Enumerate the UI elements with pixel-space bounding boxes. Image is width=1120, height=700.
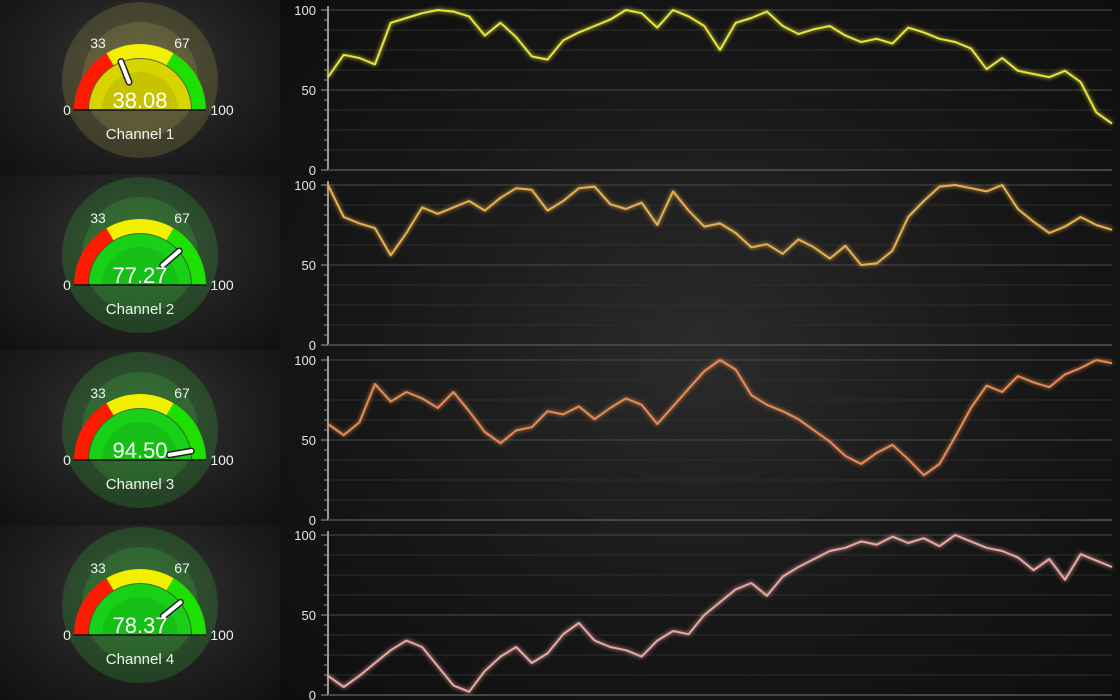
gauge: 0 33 67 100 77.27 Channel 2 [62, 177, 234, 333]
gauge-panel-1: 0 33 67 100 38.08 Channel 1 [0, 0, 280, 175]
gauge-zone-green [166, 53, 206, 110]
gauge-fill [89, 234, 191, 285]
gauge-zone-red [74, 578, 114, 635]
gauge-inner-shade [102, 247, 178, 285]
series-line-1 [327, 9, 1113, 125]
gauge-low-label: 33 [90, 560, 106, 576]
gauge-needle [167, 449, 194, 457]
y-tick-label: 0 [309, 513, 316, 528]
gauge-low-label: 33 [90, 210, 106, 226]
channel-label: Channel 2 [106, 301, 174, 318]
y-tick-label: 0 [309, 338, 316, 353]
gauge-zone-red [74, 403, 114, 460]
gauge-max-label: 100 [210, 102, 234, 118]
gauge-max-label: 100 [210, 277, 234, 293]
gauge-zone-green [166, 578, 206, 635]
gauge-fill [89, 409, 191, 460]
y-tick-label: 100 [294, 353, 316, 368]
gauge-min-label: 0 [63, 277, 71, 293]
gauge-inner-shade [102, 422, 178, 460]
y-tick-label: 100 [294, 3, 316, 18]
gauge-value: 77.27 [112, 263, 167, 288]
gauge-high-label: 67 [174, 210, 190, 226]
y-tick-label: 100 [294, 528, 316, 543]
y-tick-label: 50 [302, 258, 316, 273]
gauge-value: 38.08 [112, 88, 167, 113]
channel-label: Channel 1 [106, 126, 174, 143]
gauge-zone-green [166, 403, 206, 460]
gauge-max-label: 100 [210, 452, 234, 468]
gauge-zone-yellow [106, 569, 174, 591]
gauge-needle [160, 248, 182, 268]
gauge-high-label: 67 [174, 385, 190, 401]
charts-panel: 0 50 100 0 50 100 0 50 100 0 50 100 [280, 0, 1120, 700]
y-tick-label: 100 [294, 178, 316, 193]
gauge-zone-green [166, 228, 206, 285]
channel-label: Channel 3 [106, 476, 174, 493]
gauge-panel-4: 0 33 67 100 78.37 Channel 4 [0, 525, 280, 700]
gauge-fill [89, 59, 191, 110]
gauge-inner-shade [102, 72, 178, 110]
gauge: 0 33 67 100 78.37 Channel 4 [62, 527, 234, 683]
channel-label: Channel 4 [106, 651, 174, 668]
gauge-value: 94.50 [112, 438, 167, 463]
series-line-2 [327, 184, 1113, 266]
gauge-max-label: 100 [210, 627, 234, 643]
gauge-inner-shade [102, 597, 178, 635]
y-tick-label: 50 [302, 608, 316, 623]
gauge-min-label: 0 [63, 102, 71, 118]
gauge-low-label: 33 [90, 35, 106, 51]
line-chart-3: 0 50 100 [294, 353, 1113, 528]
y-tick-label: 0 [309, 163, 316, 178]
gauge-low-label: 33 [90, 385, 106, 401]
gauge-min-label: 0 [63, 452, 71, 468]
gauge-min-label: 0 [63, 627, 71, 643]
gauge-high-label: 67 [174, 35, 190, 51]
y-tick-label: 50 [302, 83, 316, 98]
series-line-3 [327, 359, 1113, 477]
gauge-value: 78.37 [112, 613, 167, 638]
gauge-zone-red [74, 228, 114, 285]
gauge-needle [118, 59, 132, 85]
gauge-panel-2: 0 33 67 100 77.27 Channel 2 [0, 175, 280, 350]
line-chart-1: 0 50 100 [294, 3, 1113, 178]
gauge-fill [89, 584, 191, 635]
y-tick-label: 50 [302, 433, 316, 448]
gauge: 0 33 67 100 38.08 Channel 1 [62, 2, 234, 158]
gauge-panel-3: 0 33 67 100 94.50 Channel 3 [0, 350, 280, 525]
line-chart-2: 0 50 100 [294, 178, 1113, 353]
gauge-needle [161, 600, 183, 619]
line-chart-4: 0 50 100 [294, 528, 1113, 700]
gauge-high-label: 67 [174, 560, 190, 576]
gauge-zone-yellow [106, 219, 174, 241]
gauge-zone-red [74, 53, 114, 110]
series-line-4 [327, 534, 1113, 693]
gauge-zone-yellow [106, 394, 174, 416]
gauge: 0 33 67 100 94.50 Channel 3 [62, 352, 234, 508]
y-tick-label: 0 [309, 688, 316, 700]
